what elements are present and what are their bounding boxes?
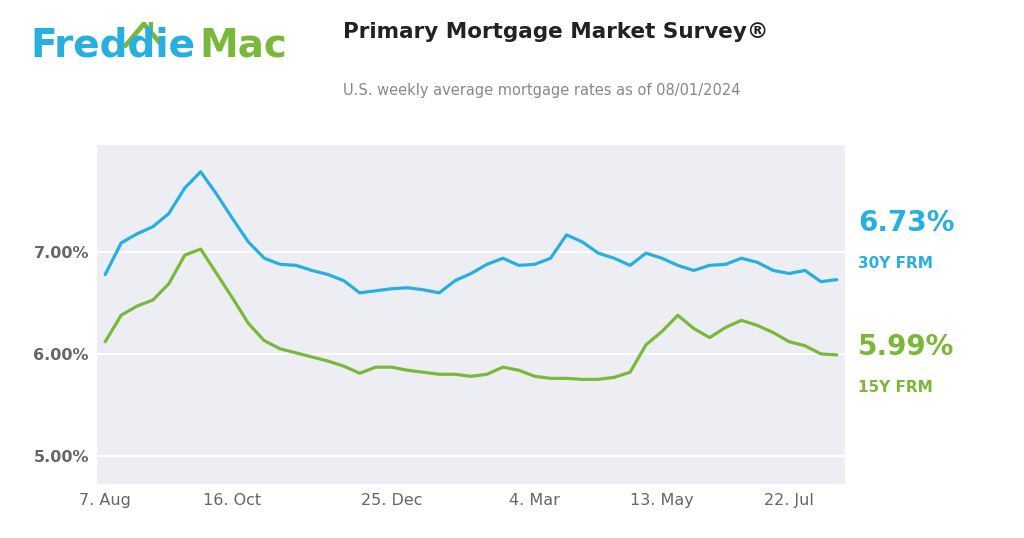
Text: Mac: Mac — [200, 27, 288, 65]
Text: 30Y FRM: 30Y FRM — [858, 256, 933, 271]
Text: 15Y FRM: 15Y FRM — [858, 380, 933, 395]
Text: 6.73%: 6.73% — [858, 209, 954, 237]
Text: Freddie: Freddie — [31, 27, 196, 65]
Text: 5.99%: 5.99% — [858, 333, 954, 361]
Text: Primary Mortgage Market Survey®: Primary Mortgage Market Survey® — [343, 22, 769, 41]
Text: U.S. weekly average mortgage rates as of 08/01/2024: U.S. weekly average mortgage rates as of… — [343, 83, 740, 98]
